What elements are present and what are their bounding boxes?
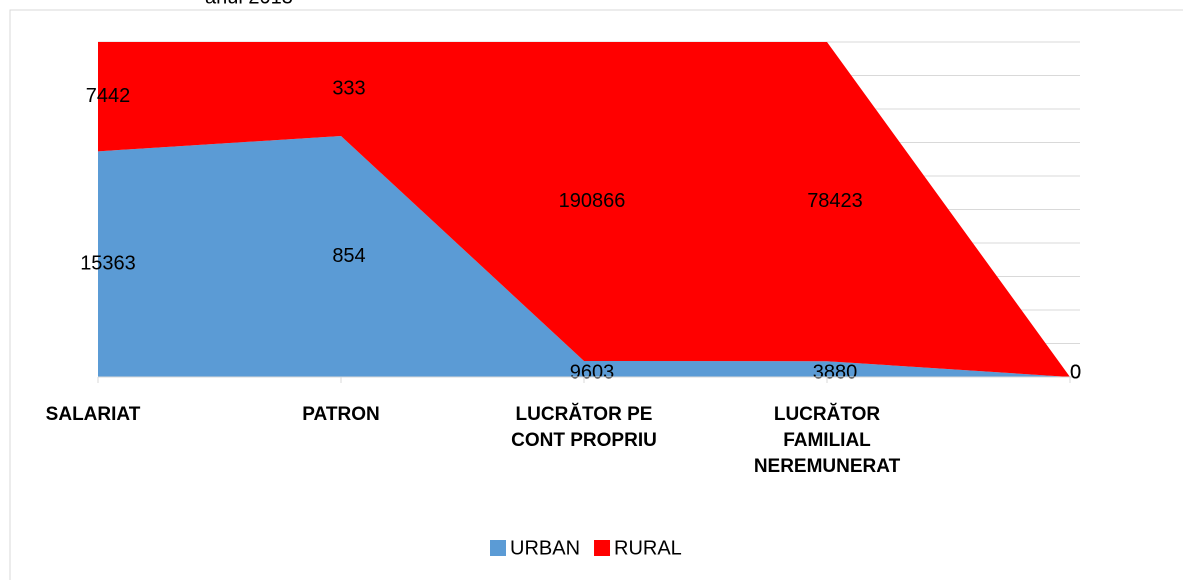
legend-label: RURAL <box>614 537 682 559</box>
data-label: 9603 <box>570 361 615 383</box>
legend-swatch <box>594 540 611 556</box>
data-label: 854 <box>332 245 365 267</box>
x-tick-label: LUCRĂTOR FAMILIAL NEREMUNERAT <box>753 404 901 477</box>
data-label: 78423 <box>807 190 863 212</box>
data-label: 0 <box>1070 361 1081 383</box>
data-label: 3880 <box>813 361 858 383</box>
data-label: 0 <box>1070 361 1081 383</box>
chart-subtitle: anul 2013 <box>205 0 293 8</box>
legend-swatch <box>490 540 506 556</box>
x-tick-label: PATRON <box>302 404 380 425</box>
data-label: 7442 <box>86 85 131 107</box>
data-label: 333 <box>332 77 365 99</box>
x-tick-label: LUCRĂTOR PE CONT PROPRIU <box>511 404 657 451</box>
legend-label: URBAN <box>510 537 580 559</box>
chart-border <box>9 9 1183 580</box>
x-tick-label: SALARIAT <box>45 404 141 425</box>
data-label: 15363 <box>80 252 136 274</box>
area <box>98 135 1070 377</box>
data-label: 190866 <box>559 190 626 212</box>
area <box>98 42 1070 377</box>
